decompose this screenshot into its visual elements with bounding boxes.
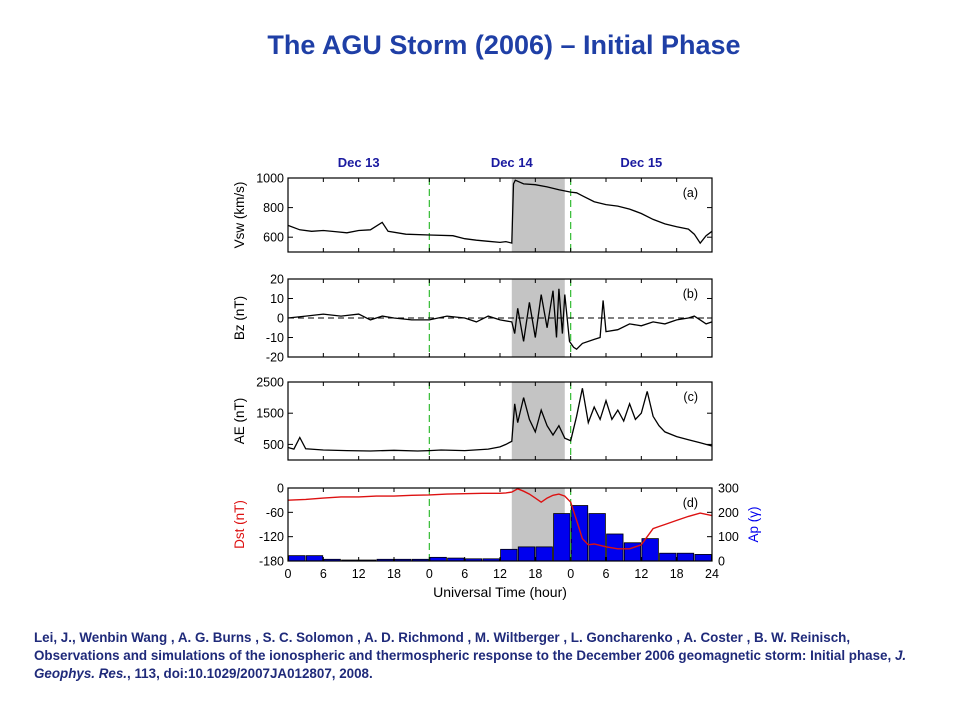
y-tick-label: -180 [259,555,284,569]
citation: Lei, J., Wenbin Wang , A. G. Burns , S. … [34,629,934,683]
panel-label: (a) [683,186,698,200]
citation-details: , 113, doi:10.1029/2007JA012807, 2008. [127,666,373,681]
x-tick-label: 18 [528,567,542,581]
y-tick-label: -20 [266,351,284,365]
y-tick-label: 20 [270,273,284,287]
y-tick-label: 0 [277,482,284,496]
y-tick-label: 600 [263,231,284,245]
ap-bar [588,513,606,562]
y-tick-label: -10 [266,331,284,345]
y-right-tick-label: 0 [718,555,725,569]
dst-line [287,488,713,550]
x-tick-label: 18 [670,567,684,581]
ap-bar [659,552,677,562]
x-tick-label: 6 [603,567,610,581]
ap-bar [500,548,518,562]
x-axis-label: Universal Time (hour) [433,584,567,600]
ae-nt--line [287,388,713,452]
shaded-interval [511,178,565,252]
x-tick-label: 12 [634,567,648,581]
y-tick-label: 2500 [256,376,284,390]
ap-bar [694,554,712,562]
y-tick-label: -120 [259,530,284,544]
date-label: Dec 14 [491,155,534,170]
ap-bar [641,538,659,562]
y-right-tick-label: 100 [718,530,739,544]
y-axis-label: Dst (nT) [232,500,247,549]
date-label: Dec 15 [620,155,662,170]
citation-journal: J. Geophys. Res. [34,648,907,681]
ap-bar [676,552,695,562]
y-axis-label: AE (nT) [232,398,247,445]
ap-bar [535,546,553,562]
panel-label: (b) [683,287,698,301]
y-axis-label: Vsw (km/s) [232,182,247,249]
y-tick-label: 10 [270,292,284,306]
panel-label: (c) [683,390,698,404]
x-tick-label: 0 [567,567,574,581]
x-tick-label: 24 [705,567,719,581]
y-tick-label: 800 [263,201,284,215]
x-tick-label: 6 [320,567,327,581]
y-tick-label: 1500 [256,407,284,421]
ap-bar [288,555,306,562]
y-right-tick-label: 200 [718,506,739,520]
ap-bar [305,555,324,562]
x-tick-label: 18 [387,567,401,581]
date-label: Dec 13 [338,155,380,170]
vsw-km-s--line [287,179,713,245]
y-tick-label: 0 [277,312,284,326]
y-right-tick-label: 300 [718,482,739,496]
x-tick-label: 0 [426,567,433,581]
x-tick-label: 6 [461,567,468,581]
x-tick-label: 12 [493,567,507,581]
slide-title: The AGU Storm (2006) – Initial Phase [267,30,741,60]
y-right-axis-label: Ap (γ) [746,506,761,542]
ap-bar [553,513,571,562]
ap-bar [570,505,589,562]
panel-label: (d) [683,496,698,510]
y-tick-label: 1000 [256,172,284,186]
y-tick-label: -60 [266,506,284,520]
citation-authors: Lei, J., Wenbin Wang , A. G. Burns , S. … [34,630,895,663]
y-tick-label: 500 [263,438,284,452]
x-tick-label: 0 [285,567,292,581]
x-tick-label: 12 [352,567,366,581]
ap-bar [517,546,536,562]
bz-nt--line [287,288,713,351]
y-axis-label: Bz (nT) [232,296,247,340]
panel-frame [287,177,713,253]
